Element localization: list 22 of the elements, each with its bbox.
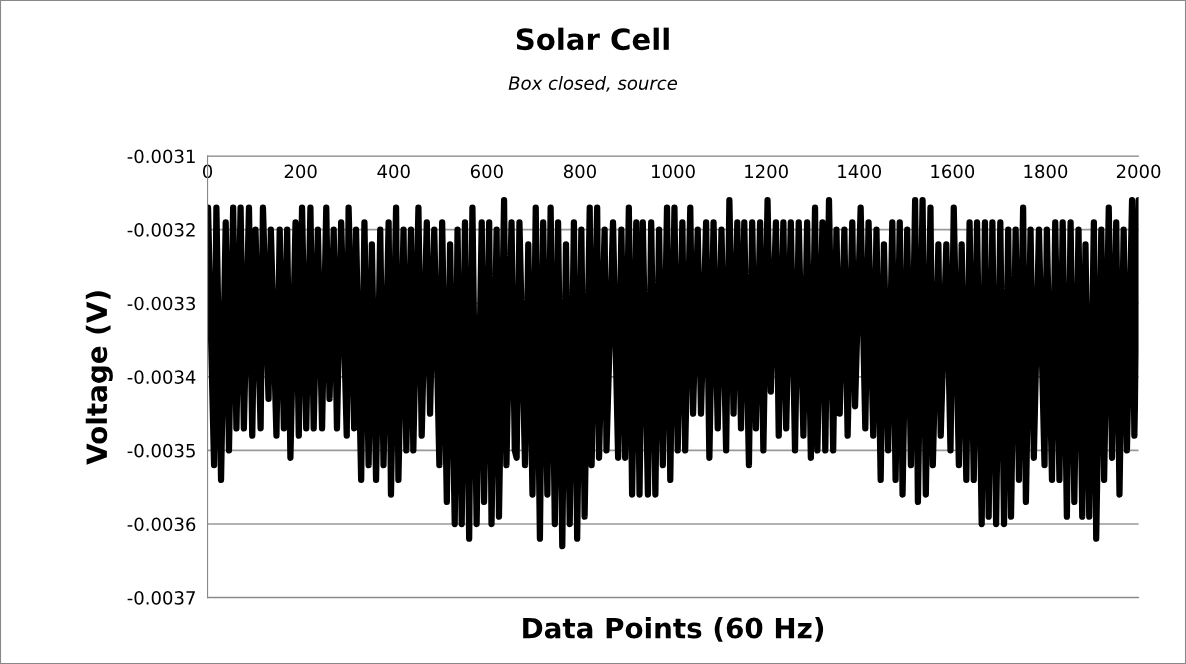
x-tick-label: 1200 <box>745 164 788 179</box>
x-tick-label: 200 <box>284 164 317 179</box>
chart-subtitle: Box closed, source <box>508 75 678 92</box>
y-tick-label: -0.0032 <box>127 223 195 237</box>
x-tick-label: 1600 <box>931 164 975 179</box>
y-tick-label: -0.0031 <box>127 149 195 164</box>
y-tick-label: -0.0033 <box>127 296 195 311</box>
x-tick-label: 800 <box>563 164 596 179</box>
x-tick-label: 600 <box>470 164 503 179</box>
x-tick-label: 1800 <box>1024 164 1068 179</box>
chart-title: Solar Cell <box>516 27 669 51</box>
x-axis-title: Data Points (60 Hz) <box>523 617 824 642</box>
x-tick-label: 2000 <box>1116 164 1161 179</box>
y-tick-label: -0.0036 <box>127 517 196 532</box>
x-tick-label: 1000 <box>652 164 695 179</box>
y-axis-title: Voltage (V) <box>85 291 113 465</box>
y-tick-label: -0.0034 <box>127 370 196 384</box>
y-tick-label: -0.0037 <box>127 591 195 605</box>
x-tick-label: 0 <box>203 164 213 179</box>
x-tick-label: 400 <box>377 164 410 179</box>
y-tick-label: -0.0035 <box>127 443 195 458</box>
x-tick-label: 1400 <box>838 164 882 179</box>
